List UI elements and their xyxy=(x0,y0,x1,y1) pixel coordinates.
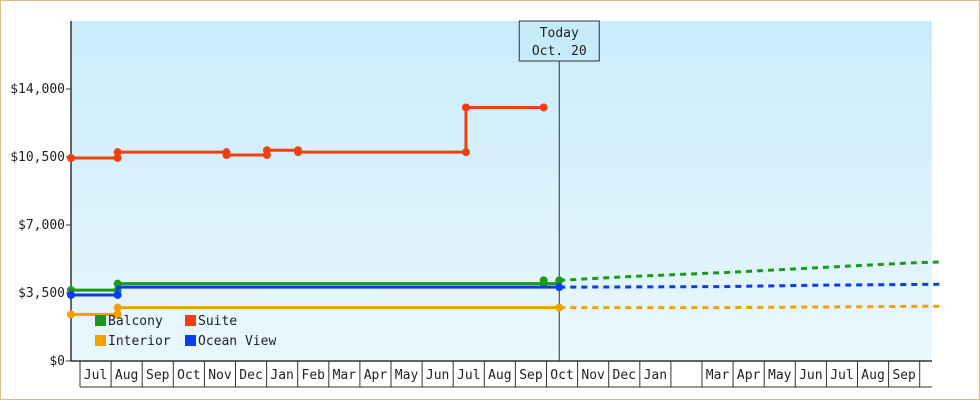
x-tick-label: Sep xyxy=(519,368,543,383)
x-tick-label: Mar xyxy=(333,368,357,383)
suite-point xyxy=(67,153,75,162)
y-tick-label: $7,000 xyxy=(18,218,65,233)
x-tick-label: Jul xyxy=(830,368,853,383)
suite-point xyxy=(262,146,271,155)
y-tick-label: $0 xyxy=(49,354,65,369)
suite-legend-swatch xyxy=(185,315,196,326)
x-tick-label: Sep xyxy=(892,368,916,383)
x-tick-label: Nov xyxy=(581,368,605,383)
today-date: Oct. 20 xyxy=(532,44,587,59)
ocean-view-point xyxy=(555,283,564,292)
today-marker: Today Oct. 20 xyxy=(518,20,600,361)
x-tick-label: Aug xyxy=(115,368,138,383)
y-tick-label: $14,000 xyxy=(10,82,65,97)
suite-point xyxy=(222,151,231,160)
today-label: Today xyxy=(540,26,579,41)
suite-point xyxy=(539,103,548,112)
ocean-view-forecast-line xyxy=(559,282,942,289)
suite-legend-label: Suite xyxy=(198,314,237,329)
x-tick-label: Nov xyxy=(208,368,232,383)
x-tick-label: Dec xyxy=(239,368,262,383)
interior-legend-swatch xyxy=(95,335,106,346)
x-tick-label: May xyxy=(768,368,792,383)
x-tick-label: Sep xyxy=(146,368,170,383)
balcony-point xyxy=(555,276,564,285)
interior-forecast-line xyxy=(559,304,942,310)
x-tick-label: Aug xyxy=(488,368,511,383)
x-tick-label: Oct xyxy=(177,368,200,383)
series xyxy=(67,103,942,319)
balcony-legend-swatch xyxy=(95,315,106,326)
x-tick-label: Feb xyxy=(302,368,326,383)
interior-point xyxy=(67,310,75,319)
legend: Balcony Suite Interior Ocean View xyxy=(95,314,276,349)
x-tick-label: Jan xyxy=(644,368,667,383)
balcony-point xyxy=(539,276,548,285)
suite-point xyxy=(461,148,470,157)
x-tick-label: Jul xyxy=(457,368,480,383)
interior-point xyxy=(113,310,122,319)
x-tick-label: Jun xyxy=(799,368,822,383)
x-tick-label: Jul xyxy=(84,368,107,383)
x-tick-label: Apr xyxy=(737,368,761,383)
ocean-view-point xyxy=(113,290,122,299)
x-tick-label: Oct xyxy=(550,368,573,383)
today-box xyxy=(518,20,600,62)
interior-point xyxy=(113,303,122,312)
balcony-legend-label: Balcony xyxy=(108,314,163,329)
ocean-view-legend-swatch xyxy=(185,335,196,346)
x-tick-label: Dec xyxy=(613,368,636,383)
x-tick-label: Apr xyxy=(364,368,388,383)
suite-point xyxy=(461,103,470,112)
y-tick-label: $10,500 xyxy=(10,150,65,165)
ocean-view-legend-label: Ocean View xyxy=(198,334,276,349)
axes: $0 $3,500 $7,000 $10,500 $14,000 Jul Aug Sep Oct… xyxy=(10,21,932,388)
x-tick-label: Jan xyxy=(270,368,293,383)
plot-area xyxy=(71,21,932,361)
ocean-view-point xyxy=(67,290,75,299)
x-tick-label: May xyxy=(395,368,419,383)
x-tick-label: Mar xyxy=(706,368,730,383)
suite-point xyxy=(113,148,122,157)
interior-legend-label: Interior xyxy=(108,334,171,349)
suite-point xyxy=(294,148,303,157)
interior-point xyxy=(555,303,564,312)
y-tick-label: $3,500 xyxy=(18,286,65,301)
suite-point xyxy=(113,153,122,162)
x-tick-label: Aug xyxy=(861,368,884,383)
x-tick-label: Jun xyxy=(426,368,449,383)
balcony-forecast-line xyxy=(559,260,942,282)
